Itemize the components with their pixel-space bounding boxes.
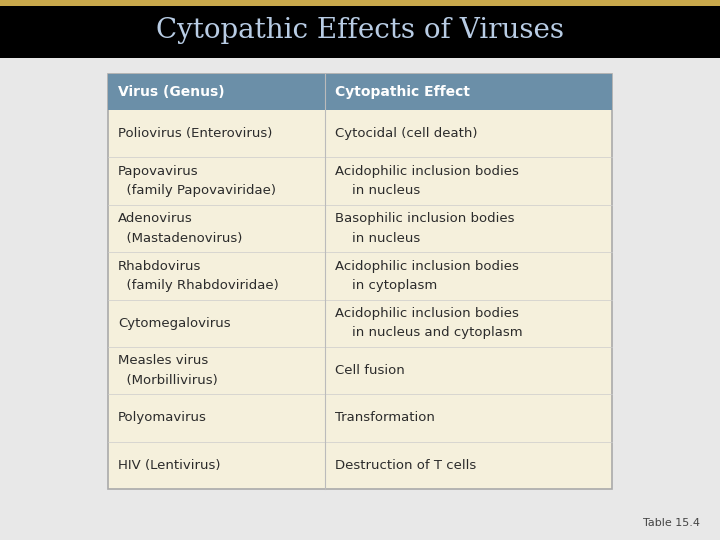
Text: Virus (Genus): Virus (Genus) xyxy=(118,85,225,99)
Text: Transformation: Transformation xyxy=(335,411,435,424)
Text: Papovavirus: Papovavirus xyxy=(118,165,199,178)
Text: in cytoplasm: in cytoplasm xyxy=(335,279,437,292)
Text: (family Rhabdoviridae): (family Rhabdoviridae) xyxy=(118,279,279,292)
Text: (family Papovaviridae): (family Papovaviridae) xyxy=(118,184,276,197)
Text: Cytopathic Effect: Cytopathic Effect xyxy=(335,85,469,99)
Text: Cytocidal (cell death): Cytocidal (cell death) xyxy=(335,127,477,140)
Text: in nucleus: in nucleus xyxy=(335,184,420,197)
Text: Cytopathic Effects of Viruses: Cytopathic Effects of Viruses xyxy=(156,17,564,44)
Bar xyxy=(0,0,720,6)
Bar xyxy=(0,6,720,58)
Text: Poliovirus (Enterovirus): Poliovirus (Enterovirus) xyxy=(118,127,272,140)
Text: Measles virus: Measles virus xyxy=(118,354,208,367)
Text: Rhabdovirus: Rhabdovirus xyxy=(118,260,202,273)
Text: Acidophilic inclusion bodies: Acidophilic inclusion bodies xyxy=(335,260,518,273)
Text: Basophilic inclusion bodies: Basophilic inclusion bodies xyxy=(335,212,514,225)
Text: Cell fusion: Cell fusion xyxy=(335,364,405,377)
Text: Destruction of T cells: Destruction of T cells xyxy=(335,459,476,472)
Text: Table 15.4: Table 15.4 xyxy=(643,518,700,528)
Bar xyxy=(108,74,612,489)
Text: Adenovirus: Adenovirus xyxy=(118,212,193,225)
Text: Polyomavirus: Polyomavirus xyxy=(118,411,207,424)
Text: Acidophilic inclusion bodies: Acidophilic inclusion bodies xyxy=(335,307,518,320)
Text: Cytomegalovirus: Cytomegalovirus xyxy=(118,316,230,330)
Text: (Mastadenovirus): (Mastadenovirus) xyxy=(118,232,243,245)
Text: Acidophilic inclusion bodies: Acidophilic inclusion bodies xyxy=(335,165,518,178)
Text: (Morbillivirus): (Morbillivirus) xyxy=(118,374,217,387)
Text: HIV (Lentivirus): HIV (Lentivirus) xyxy=(118,459,220,472)
Bar xyxy=(108,74,612,110)
Text: in nucleus and cytoplasm: in nucleus and cytoplasm xyxy=(335,327,522,340)
Text: in nucleus: in nucleus xyxy=(335,232,420,245)
